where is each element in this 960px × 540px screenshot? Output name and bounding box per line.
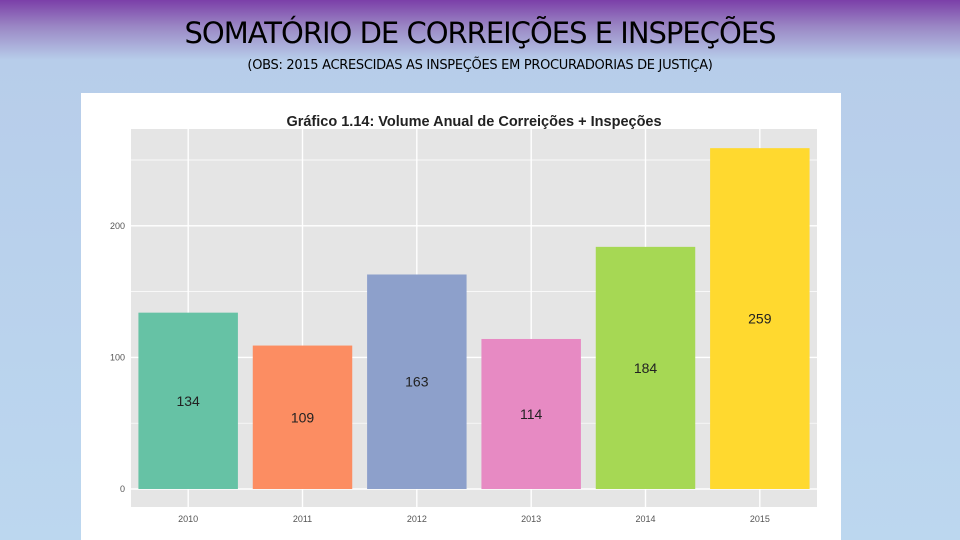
slide-title: SOMATÓRIO DE CORREIÇÕES E INSPEÇÕES <box>184 16 776 50</box>
value-label-2014: 184 <box>634 360 658 376</box>
value-label-2011: 109 <box>291 409 315 425</box>
x-tick-label: 2012 <box>407 514 427 524</box>
value-labels: 134 109 163 114 184 259 <box>176 311 771 426</box>
value-label-2013: 114 <box>520 406 543 422</box>
bar-2015 <box>710 148 810 489</box>
chart-card: Gráfico 1.14: Volume Anual de Correições… <box>81 93 841 540</box>
x-tick-label: 2013 <box>521 514 541 524</box>
value-label-2012: 163 <box>405 374 429 390</box>
x-tick-label: 2014 <box>635 514 655 524</box>
y-tick-label: 100 <box>110 352 125 362</box>
bar-chart: Gráfico 1.14: Volume Anual de Correições… <box>110 114 817 524</box>
x-tick-label: 2011 <box>293 514 312 524</box>
slide-subtitle: (OBS: 2015 ACRESCIDAS AS INSPEÇÕES EM PR… <box>247 58 713 73</box>
value-label-2015: 259 <box>748 311 772 327</box>
value-label-2010: 134 <box>176 393 200 409</box>
y-axis: 0 100 200 <box>110 221 125 494</box>
y-tick-label: 0 <box>120 484 125 494</box>
chart-title: Gráfico 1.14: Volume Anual de Correições… <box>286 114 661 130</box>
bar-2013 <box>481 338 581 489</box>
bar-2012 <box>367 274 467 489</box>
x-tick-label: 2010 <box>178 514 198 524</box>
bar-2011 <box>252 345 353 489</box>
y-tick-label: 200 <box>110 221 125 231</box>
plot-panel <box>131 129 817 507</box>
bars <box>138 148 810 489</box>
bar-2010 <box>138 312 238 489</box>
bar-2014 <box>595 246 696 489</box>
x-axis: 2010 2011 2012 2013 2014 2015 <box>178 514 770 524</box>
x-tick-label: 2015 <box>750 514 770 524</box>
